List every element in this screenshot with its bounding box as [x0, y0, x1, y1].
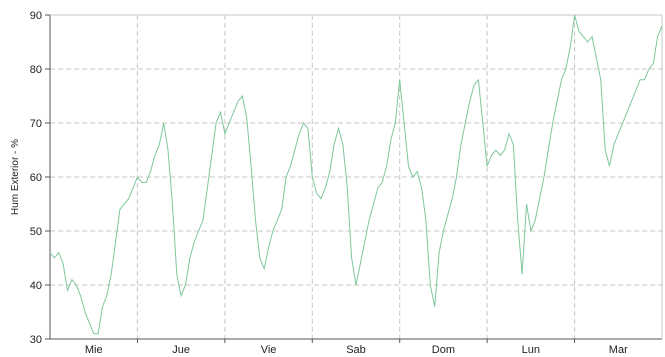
chart-axes: [45, 14, 663, 343]
x-tick-labels: Mie Jue Vie Sab Dom Lun Mar: [85, 344, 628, 356]
x-tick-label: Lun: [522, 344, 540, 356]
y-tick-label: 30: [30, 334, 42, 346]
chart-grid: [50, 15, 662, 339]
y-tick-label: 80: [30, 64, 42, 76]
x-tick-label: Dom: [432, 344, 455, 356]
y-tick-label: 70: [30, 118, 42, 130]
y-tick-label: 50: [30, 226, 42, 238]
x-tick-label: Jue: [172, 344, 190, 356]
x-tick-label: Mar: [609, 344, 628, 356]
y-tick-label: 90: [30, 10, 42, 22]
series-line: [49, 14, 663, 335]
y-tick-labels: 30 40 50 60 70 80 90: [30, 10, 42, 346]
x-tick-label: Mie: [85, 344, 103, 356]
y-tick-label: 40: [30, 280, 42, 292]
x-tick-label: Sab: [346, 344, 366, 356]
x-tick-label: Vie: [261, 344, 277, 356]
y-axis-label: Hum Exterior - %: [10, 139, 21, 215]
y-tick-label: 60: [30, 172, 42, 184]
